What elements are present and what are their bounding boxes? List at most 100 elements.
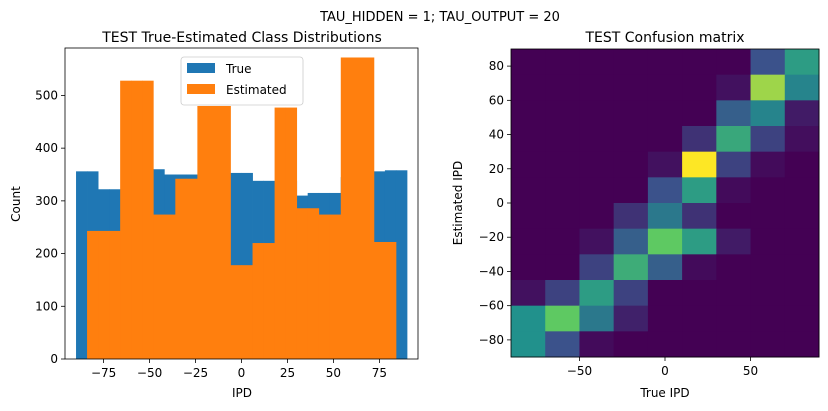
heatmap-cell-r0-c8	[784, 49, 820, 76]
heatmap-cell-r10-c8	[784, 305, 820, 332]
heatmap-cell-r2-c8	[784, 100, 820, 127]
histogram-x-label: IPD	[232, 386, 252, 400]
heat-y-tick-label: −60	[479, 299, 504, 313]
hist-bar-estimated-24	[340, 57, 353, 360]
heatmap-cell-r4-c1	[545, 151, 580, 178]
heat-y-tick-label: 40	[489, 128, 504, 142]
legend-label-true: True	[225, 62, 252, 76]
hist-bar-estimated-13	[219, 105, 231, 359]
hist-bar-estimated-5	[131, 80, 143, 359]
heatmap-cell-r3-c6	[716, 126, 752, 153]
heatmap-cell-r9-c4	[647, 280, 683, 307]
heatmap-cell-r6-c3	[613, 203, 649, 230]
legend-label-estimated: Estimated	[226, 83, 287, 97]
heatmap-cell-r2-c0	[511, 100, 546, 127]
heatmap-cell-r7-c7	[750, 228, 786, 255]
heat-x-tick-label: −50	[567, 364, 592, 378]
heatmap-cell-r9-c3	[613, 280, 649, 307]
heatmap-cell-r3-c1	[545, 126, 580, 153]
heatmap-cell-r0-c4	[647, 49, 683, 76]
heatmap-cell-r1-c1	[545, 74, 580, 101]
heatmap-cell-r11-c4	[647, 331, 683, 358]
heatmap-cell-r0-c5	[682, 49, 717, 76]
histogram-title: TEST True-Estimated Class Distributions	[101, 30, 382, 46]
heatmap-cell-r6-c5	[682, 203, 717, 230]
hist-x-tick-label: −50	[137, 366, 162, 380]
hist-x-tick-label: −75	[91, 366, 116, 380]
heatmap-cell-r8-c7	[750, 254, 786, 281]
heatmap-cell-r5-c4	[647, 177, 683, 204]
heatmap-cell-r6-c0	[511, 203, 546, 230]
heatmap-cell-r11-c6	[716, 331, 752, 358]
hist-x-tick-label: −25	[183, 366, 208, 380]
hist-bar-estimated-10	[186, 178, 198, 359]
histogram-x-ticks: −75 −50 −25 0 25 50 75	[91, 359, 387, 380]
heatmap-cell-r1-c0	[511, 74, 546, 101]
heatmap-cell-r10-c6	[716, 305, 752, 332]
hist-bar-estimated-2	[98, 230, 110, 359]
hist-bar-estimated-22	[318, 214, 331, 359]
heatmap-cell-r4-c0	[511, 151, 546, 178]
heatmap-cell-r10-c2	[579, 305, 615, 332]
heatmap-cell-r5-c5	[682, 177, 717, 204]
heatmap-cell-r8-c4	[647, 254, 683, 281]
heatmap-cell-r10-c5	[682, 305, 717, 332]
hist-y-tick-label: 200	[35, 247, 58, 261]
hist-y-tick-label: 500	[35, 88, 58, 102]
hist-bar-estimated-11	[197, 105, 209, 359]
heatmap-cell-r8-c6	[716, 254, 752, 281]
hist-y-tick-label: 0	[50, 352, 58, 366]
heatmap-cell-r9-c2	[579, 280, 615, 307]
heatmap-cell-r9-c0	[511, 280, 546, 307]
heatmap-cell-r3-c0	[511, 126, 546, 153]
heatmap-cell-r11-c8	[784, 331, 820, 358]
heatmap-cell-r5-c0	[511, 177, 546, 204]
heatmap-cell-r5-c1	[545, 177, 580, 204]
hist-bar-estimated-20	[296, 208, 309, 359]
hist-bar-estimated-12	[208, 105, 220, 359]
heatmap-cell-r2-c3	[613, 100, 649, 127]
heat-y-tick-label: −40	[479, 264, 504, 278]
heatmap-cell-r3-c4	[647, 126, 683, 153]
heatmap-cell-r1-c4	[647, 74, 683, 101]
hist-bar-estimated-28	[384, 241, 397, 359]
heatmap-cell-r11-c3	[613, 331, 649, 358]
heatmap-cell-r10-c4	[647, 305, 683, 332]
heatmap-cell-r11-c7	[750, 331, 786, 358]
heatmap-cell-r11-c1	[545, 331, 580, 358]
heatmap-cell-r0-c2	[579, 49, 615, 76]
hist-bar-estimated-16	[252, 243, 264, 359]
heatmap-cells	[511, 49, 820, 358]
heatmap-cell-r1-c2	[579, 74, 615, 101]
histogram-bars	[76, 57, 408, 360]
figure-suptitle: TAU_HIDDEN = 1; TAU_OUTPUT = 20	[319, 10, 560, 25]
heatmap-x-label: True IPD	[639, 386, 689, 400]
hist-bar-estimated-8	[164, 214, 176, 359]
heatmap-cell-r1-c8	[784, 74, 820, 101]
heatmap-cell-r10-c1	[545, 305, 580, 332]
hist-bar-true-0	[76, 171, 88, 359]
hist-x-tick-label: 75	[372, 366, 387, 380]
heatmap-cell-r6-c8	[784, 203, 820, 230]
heatmap-cell-r11-c2	[579, 331, 615, 358]
heatmap-y-label: Estimated IPD	[451, 161, 465, 245]
heatmap-cell-r3-c2	[579, 126, 615, 153]
heatmap-cell-r7-c5	[682, 228, 717, 255]
heatmap-cell-r7-c0	[511, 228, 546, 255]
heatmap-cell-r7-c6	[716, 228, 752, 255]
heatmap-cell-r4-c8	[784, 151, 820, 178]
hist-bar-estimated-27	[373, 241, 386, 359]
heatmap-cell-r5-c8	[784, 177, 820, 204]
heatmap-cell-r4-c5	[682, 151, 717, 178]
heatmap-cell-r2-c4	[647, 100, 683, 127]
heatmap-cell-r0-c6	[716, 49, 752, 76]
heatmap-cell-r9-c8	[784, 280, 820, 307]
heatmap-cell-r6-c1	[545, 203, 580, 230]
heatmap-cell-r6-c6	[716, 203, 752, 230]
hist-y-tick-label: 300	[35, 194, 58, 208]
histogram-y-label: Count	[9, 186, 23, 222]
histogram-legend: True Estimated	[180, 56, 304, 106]
heatmap-cell-r2-c7	[750, 100, 786, 127]
confusion-matrix-chart: TEST Confusion matrix −50 0 50 −80 −60 −40 −2…	[451, 30, 820, 400]
heatmap-cell-r7-c8	[784, 228, 820, 255]
